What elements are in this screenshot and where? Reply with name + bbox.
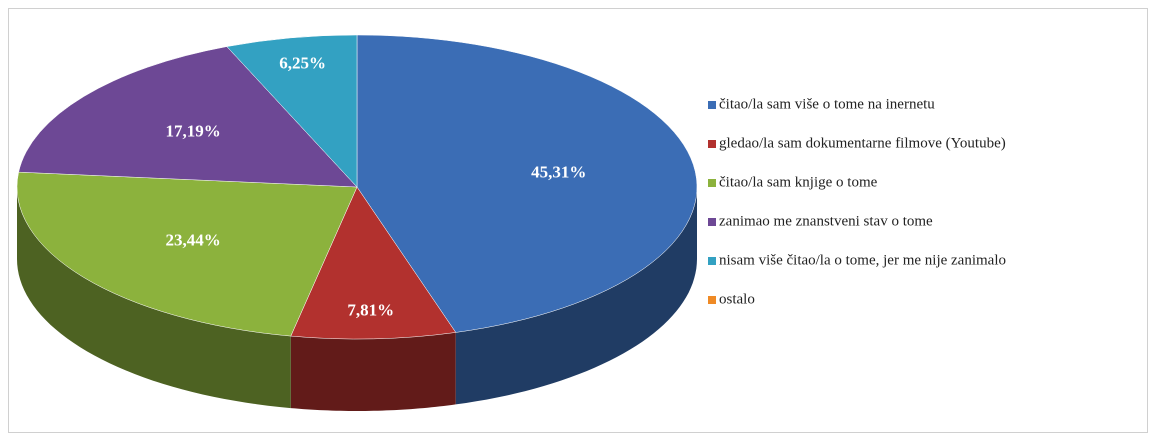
legend-label: nisam više čitao/la o tome, jer me nije … xyxy=(719,252,1006,268)
legend-swatch xyxy=(708,140,716,148)
legend-label: zanimao me znanstveni stav o tome xyxy=(719,213,933,229)
legend-swatch xyxy=(708,296,716,304)
slice xyxy=(16,171,358,337)
legend-label: čitao/la sam knjige o tome xyxy=(719,174,878,190)
slice-side xyxy=(455,187,697,405)
legend-swatch xyxy=(708,218,716,226)
legend-swatch xyxy=(708,179,716,187)
value-label: 6,25% xyxy=(279,54,326,73)
slice-side xyxy=(17,187,291,409)
legend-label: ostalo xyxy=(719,291,755,307)
slice xyxy=(226,34,358,188)
slice xyxy=(290,186,457,340)
value-label: 7,81% xyxy=(347,300,394,319)
slice xyxy=(18,46,358,188)
value-label: 17,19% xyxy=(166,122,221,141)
legend-swatch xyxy=(708,257,716,265)
value-label: 45,31% xyxy=(531,163,586,182)
slice-side xyxy=(290,332,456,411)
legend-swatch xyxy=(708,101,716,109)
value-label: 23,44% xyxy=(166,230,221,249)
legend-label: čitao/la sam više o tome na inernetu xyxy=(719,96,935,112)
slice xyxy=(356,34,698,333)
legend-label: gledao/la sam dokumentarne filmove (Yout… xyxy=(719,135,1006,151)
